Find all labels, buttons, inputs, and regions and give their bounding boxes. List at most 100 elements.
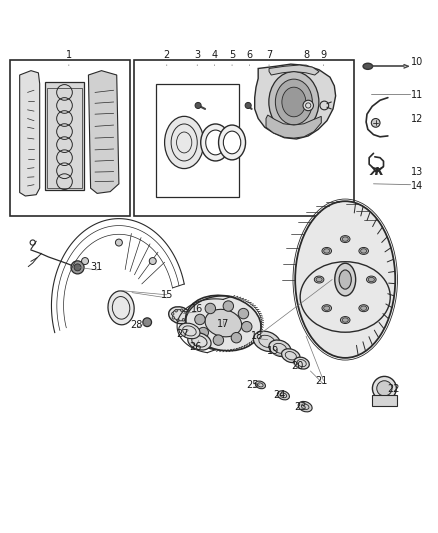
Ellipse shape xyxy=(359,247,368,254)
Circle shape xyxy=(371,118,380,127)
Text: 23: 23 xyxy=(295,402,307,411)
Text: 22: 22 xyxy=(387,384,399,394)
Text: 18: 18 xyxy=(251,331,263,341)
Circle shape xyxy=(177,319,179,321)
Ellipse shape xyxy=(324,306,330,310)
Circle shape xyxy=(303,100,314,111)
Text: 12: 12 xyxy=(411,115,423,124)
Ellipse shape xyxy=(255,381,265,389)
Circle shape xyxy=(245,102,251,109)
Circle shape xyxy=(195,314,205,325)
Text: 15: 15 xyxy=(161,290,173,300)
Ellipse shape xyxy=(282,87,306,117)
Ellipse shape xyxy=(276,79,312,125)
Ellipse shape xyxy=(269,71,319,133)
Polygon shape xyxy=(88,71,119,193)
Circle shape xyxy=(186,316,188,318)
Text: 26: 26 xyxy=(189,342,201,352)
Text: 10: 10 xyxy=(411,57,423,67)
Ellipse shape xyxy=(188,333,211,350)
Ellipse shape xyxy=(322,305,332,312)
Ellipse shape xyxy=(314,276,324,283)
Text: 11: 11 xyxy=(411,90,423,100)
Text: 9: 9 xyxy=(320,51,326,60)
Ellipse shape xyxy=(340,236,350,243)
Ellipse shape xyxy=(335,263,356,296)
Ellipse shape xyxy=(367,276,376,283)
Text: 16: 16 xyxy=(191,304,203,314)
Ellipse shape xyxy=(277,391,290,400)
Ellipse shape xyxy=(360,306,367,310)
Ellipse shape xyxy=(179,323,200,338)
Ellipse shape xyxy=(342,237,348,241)
Text: 31: 31 xyxy=(90,262,102,272)
Circle shape xyxy=(171,312,174,315)
Text: ж: ж xyxy=(370,164,383,177)
Text: 2: 2 xyxy=(164,51,170,60)
Text: 25: 25 xyxy=(247,380,259,390)
Circle shape xyxy=(149,257,156,264)
Ellipse shape xyxy=(324,249,330,253)
Text: 8: 8 xyxy=(303,51,309,60)
Circle shape xyxy=(241,321,252,332)
Text: 28: 28 xyxy=(130,320,142,330)
Circle shape xyxy=(143,318,152,327)
Ellipse shape xyxy=(372,376,396,400)
Circle shape xyxy=(175,310,177,312)
Ellipse shape xyxy=(363,63,373,69)
Ellipse shape xyxy=(201,124,230,161)
Ellipse shape xyxy=(295,201,395,358)
Text: 24: 24 xyxy=(274,390,286,400)
Circle shape xyxy=(74,264,81,271)
Ellipse shape xyxy=(359,305,368,312)
Ellipse shape xyxy=(205,309,242,337)
Text: 1: 1 xyxy=(66,51,72,60)
Ellipse shape xyxy=(165,116,204,168)
Text: 3: 3 xyxy=(194,51,200,60)
Circle shape xyxy=(182,318,185,321)
Ellipse shape xyxy=(322,247,332,254)
Ellipse shape xyxy=(294,357,309,369)
Text: 17: 17 xyxy=(217,319,230,329)
Bar xyxy=(134,60,354,216)
Ellipse shape xyxy=(316,277,322,282)
Circle shape xyxy=(205,303,215,314)
Circle shape xyxy=(198,327,208,338)
Ellipse shape xyxy=(206,130,225,155)
Ellipse shape xyxy=(298,401,312,412)
Circle shape xyxy=(71,261,84,274)
Circle shape xyxy=(116,239,122,246)
Bar xyxy=(45,82,84,190)
Polygon shape xyxy=(269,65,319,75)
Ellipse shape xyxy=(360,249,367,253)
Circle shape xyxy=(81,257,88,264)
Circle shape xyxy=(185,311,187,314)
Ellipse shape xyxy=(339,270,351,289)
Ellipse shape xyxy=(269,340,291,357)
Bar xyxy=(47,88,82,188)
Ellipse shape xyxy=(108,291,134,325)
Bar xyxy=(372,395,396,406)
Ellipse shape xyxy=(282,349,300,362)
Text: 4: 4 xyxy=(212,51,218,60)
Ellipse shape xyxy=(377,381,392,396)
Text: 19: 19 xyxy=(267,346,279,357)
Ellipse shape xyxy=(223,131,241,154)
Ellipse shape xyxy=(219,125,246,160)
Circle shape xyxy=(223,301,233,311)
Text: 7: 7 xyxy=(266,51,272,60)
Ellipse shape xyxy=(368,277,374,282)
Circle shape xyxy=(213,335,223,345)
Text: 20: 20 xyxy=(291,361,304,371)
Text: 13: 13 xyxy=(411,167,423,176)
Polygon shape xyxy=(20,71,40,196)
Ellipse shape xyxy=(186,295,261,351)
Text: 6: 6 xyxy=(247,51,253,60)
Text: 14: 14 xyxy=(411,181,423,191)
Ellipse shape xyxy=(342,318,348,322)
Circle shape xyxy=(172,317,175,319)
Polygon shape xyxy=(254,64,336,139)
Circle shape xyxy=(231,333,242,343)
Polygon shape xyxy=(266,115,321,138)
Text: 5: 5 xyxy=(229,51,235,60)
